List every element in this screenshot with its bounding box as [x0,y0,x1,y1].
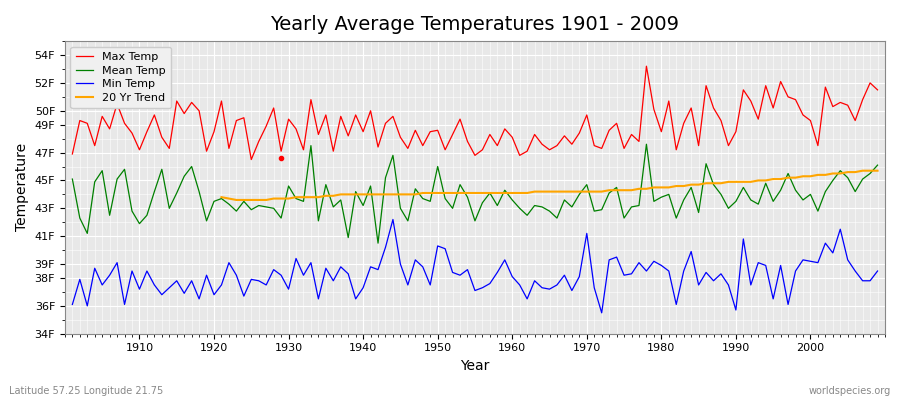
Line: Max Temp: Max Temp [72,66,878,160]
20 Yr Trend [216,195,227,200]
Max Temp [604,128,615,133]
Mean Temp [373,241,383,246]
20 Yr Trend [357,192,368,197]
20 Yr Trend [291,195,302,200]
Text: worldspecies.org: worldspecies.org [809,386,891,396]
Text: Latitude 57.25 Longitude 21.75: Latitude 57.25 Longitude 21.75 [9,386,163,396]
Max Temp [67,152,77,156]
20 Yr Trend [805,174,815,179]
Y-axis label: Temperature: Temperature [15,143,29,232]
Min Temp [597,310,608,315]
20 Yr Trend [872,168,883,173]
Mean Temp [872,163,883,168]
Mean Temp [507,198,517,202]
Max Temp [514,153,525,158]
20 Yr Trend [477,190,488,195]
20 Yr Trend [559,189,570,194]
X-axis label: Year: Year [460,359,490,373]
Min Temp [611,255,622,260]
20 Yr Trend [857,168,868,173]
Line: Mean Temp: Mean Temp [72,144,878,243]
Max Temp [298,147,309,152]
Mean Temp [336,198,346,202]
Mean Temp [514,206,525,211]
Min Temp [872,269,883,274]
Max Temp [872,88,883,92]
Mean Temp [127,209,138,214]
Max Temp [127,131,138,136]
20 Yr Trend [305,195,316,200]
Mean Temp [641,142,652,147]
Legend: Max Temp, Mean Temp, Min Temp, 20 Yr Trend: Max Temp, Mean Temp, Min Temp, 20 Yr Tre… [70,47,171,108]
Min Temp [127,269,138,274]
Title: Yearly Average Temperatures 1901 - 2009: Yearly Average Temperatures 1901 - 2009 [271,15,680,34]
Mean Temp [67,177,77,182]
Max Temp [641,64,652,68]
Mean Temp [604,190,615,195]
Mean Temp [291,196,302,201]
20 Yr Trend [231,198,242,202]
Line: 20 Yr Trend: 20 Yr Trend [221,171,878,200]
Max Temp [246,157,256,162]
Min Temp [514,282,525,287]
Line: Min Temp: Min Temp [72,220,878,313]
Min Temp [336,264,346,269]
Max Temp [343,134,354,138]
Min Temp [388,217,399,222]
Min Temp [67,302,77,307]
Min Temp [507,274,517,279]
Min Temp [291,256,302,261]
Max Temp [507,135,517,140]
